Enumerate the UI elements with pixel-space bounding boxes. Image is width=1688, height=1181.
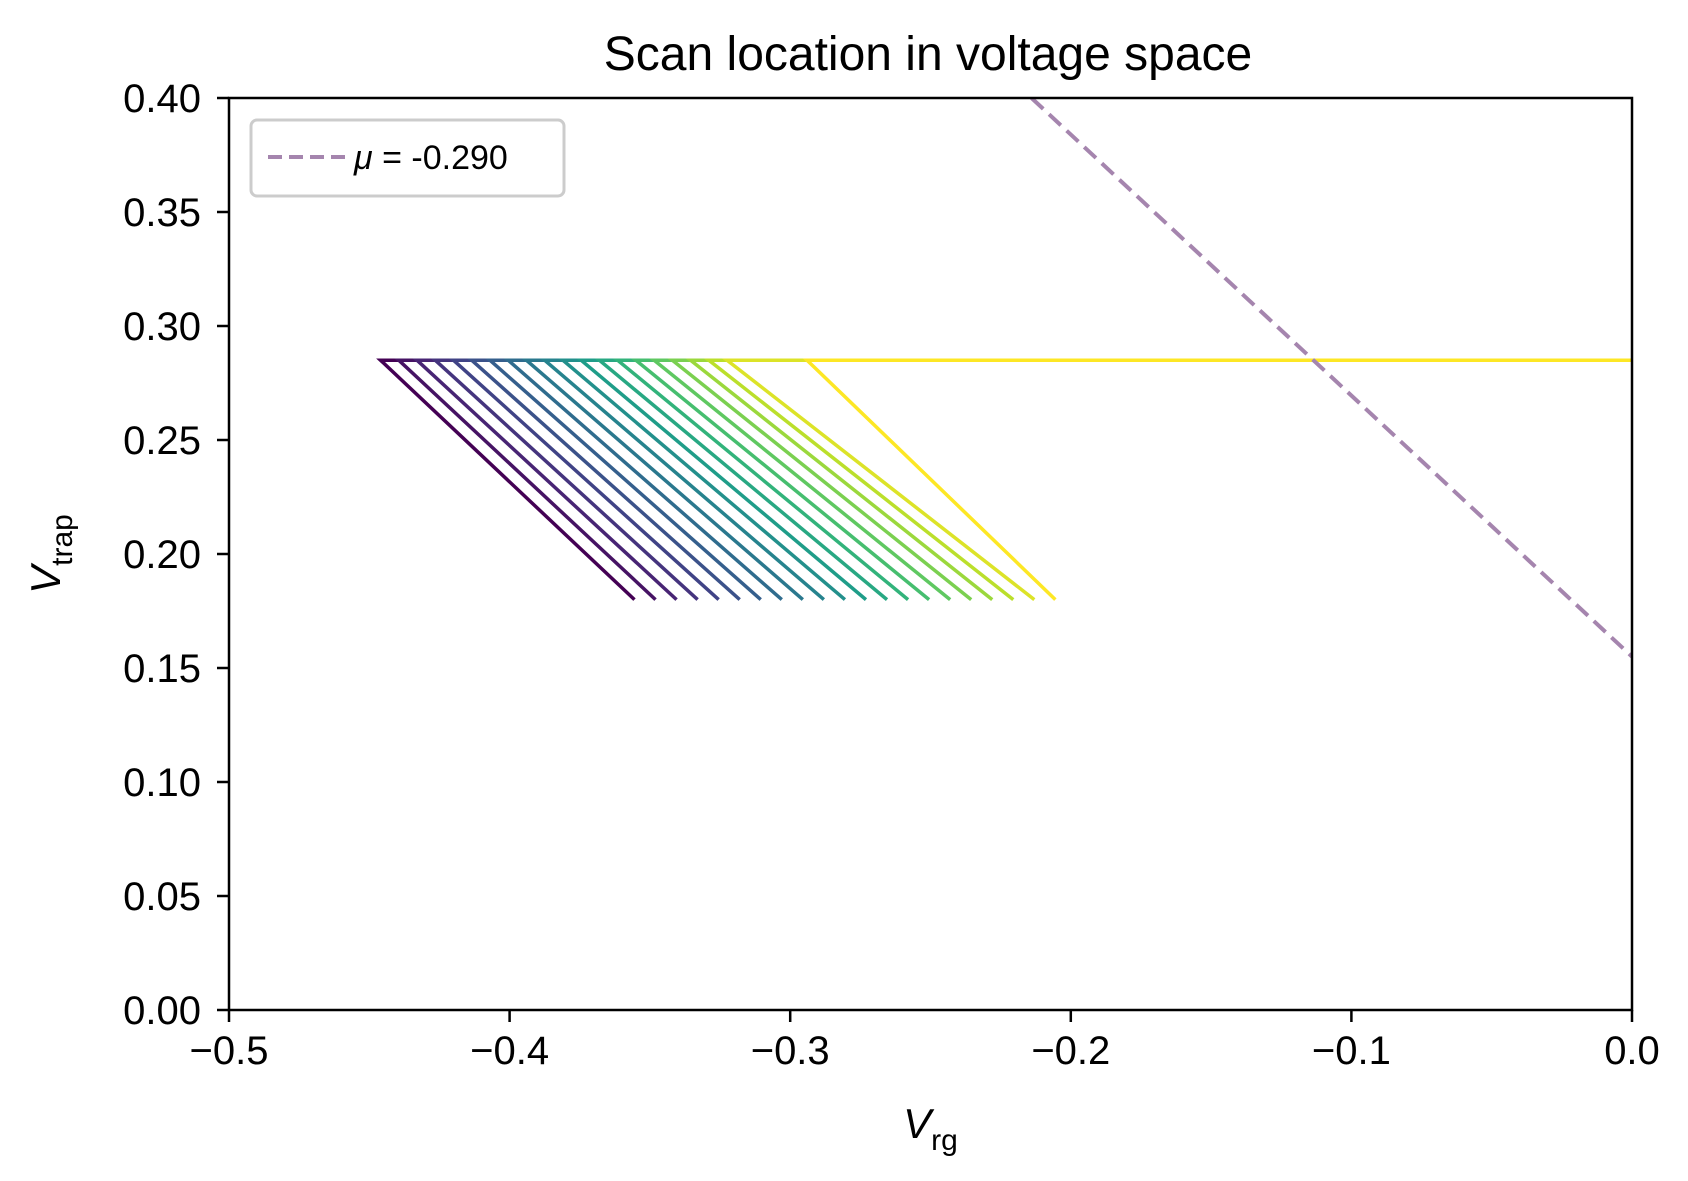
- x-axis-label: Vrg: [903, 1100, 958, 1157]
- x-tick-label: −0.3: [751, 1029, 830, 1073]
- y-tick-label: 0.35: [123, 191, 201, 235]
- scan-trace-10: [545, 360, 1632, 599]
- scan-trace-21: [807, 360, 1632, 599]
- legend: μ = -0.290: [251, 120, 564, 196]
- x-tick-label: −0.2: [1031, 1029, 1110, 1073]
- scan-trace-15: [636, 360, 1632, 599]
- x-tick-label: −0.5: [190, 1029, 269, 1073]
- y-tick-label: 0.40: [123, 77, 201, 121]
- y-axis-label-sub: trap: [46, 514, 79, 566]
- y-tick-label: 0.25: [123, 419, 201, 463]
- x-tick-label: 0.0: [1604, 1029, 1660, 1073]
- y-tick-label: 0.20: [123, 533, 201, 577]
- x-tick-label: −0.1: [1312, 1029, 1391, 1073]
- axes-frame: [229, 98, 1632, 1010]
- y-tick-label: 0.15: [123, 647, 201, 691]
- scan-trace-18: [691, 360, 1632, 599]
- y-axis-label: Vtrap: [22, 514, 79, 594]
- scan-trace-9: [526, 360, 1632, 599]
- y-axis: 0.00 0.05 0.10 0.15 0.20 0.25 0.30 0.35 0.40: [123, 77, 229, 1033]
- scan-trace-5: [453, 360, 1632, 599]
- legend-label-text: = -0.290: [373, 139, 508, 177]
- mu-line: [1032, 98, 1632, 657]
- y-tick-label: 0.30: [123, 305, 201, 349]
- legend-label-symbol: μ: [353, 139, 373, 177]
- x-tick-label: −0.4: [470, 1029, 549, 1073]
- plot-area: [381, 98, 1632, 657]
- y-tick-label: 0.05: [123, 875, 201, 919]
- y-tick-label: 0.00: [123, 989, 201, 1033]
- x-axis-label-sub: rg: [931, 1124, 958, 1157]
- x-axis: −0.5 −0.4 −0.3 −0.2 −0.1 0.0: [190, 1010, 1660, 1073]
- scan-trace-19: [709, 360, 1632, 599]
- scan-trace-3: [417, 360, 1632, 599]
- legend-label-mu: μ = -0.290: [353, 139, 508, 177]
- scan-trace-17: [672, 360, 1632, 599]
- chart-title: Scan location in voltage space: [604, 28, 1252, 81]
- y-tick-label: 0.10: [123, 761, 201, 805]
- scan-trace-14: [618, 360, 1632, 599]
